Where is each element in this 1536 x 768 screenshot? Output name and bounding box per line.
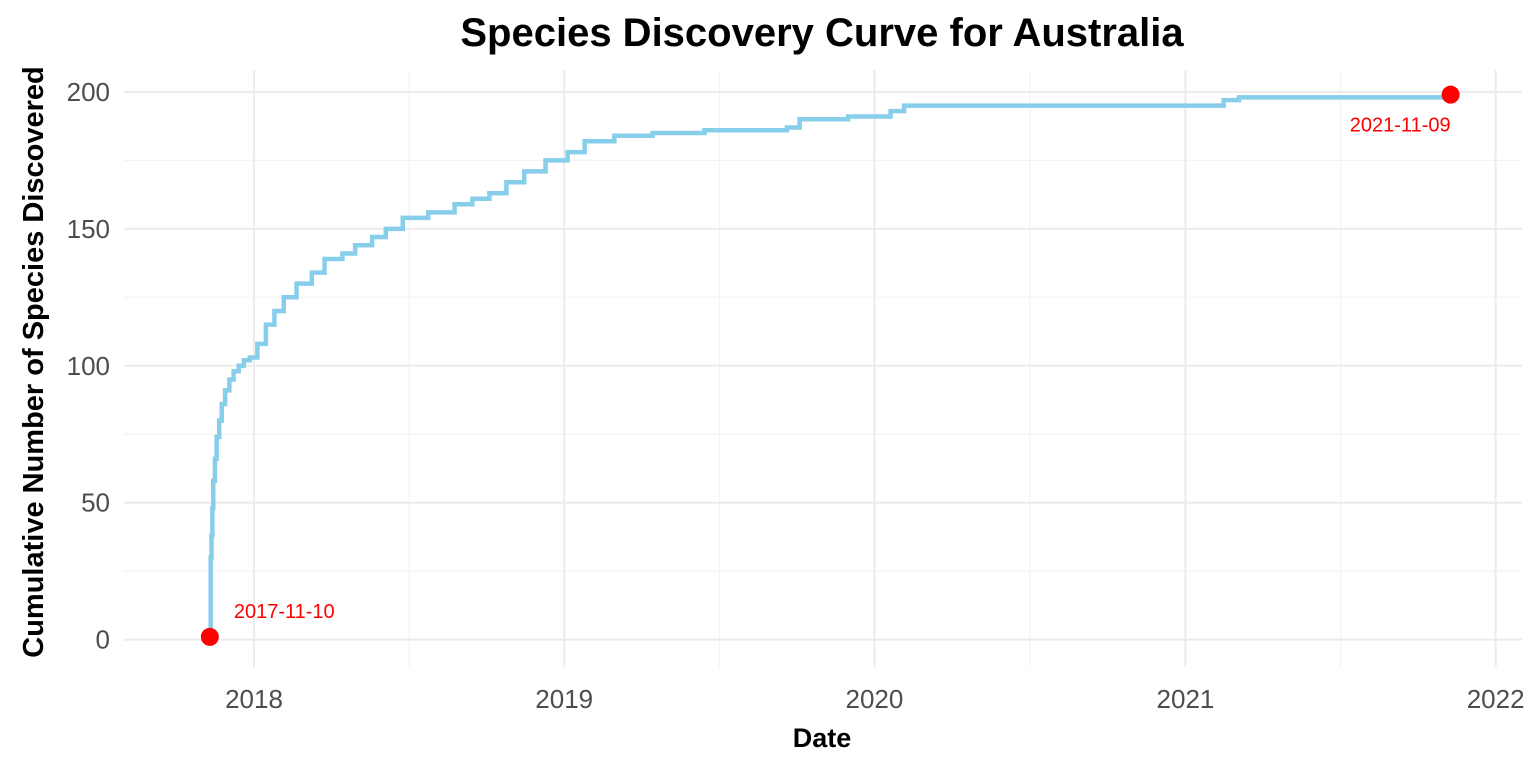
x-axis-tick-labels: 2018 2019 2020 2021 2022: [225, 684, 1524, 714]
x-tick-label: 2019: [535, 684, 593, 714]
chart-title: Species Discovery Curve for Australia: [460, 11, 1184, 55]
grid-minor: [124, 70, 1522, 667]
y-tick-label: 100: [67, 351, 110, 381]
grid-major: [124, 70, 1522, 667]
x-tick-label: 2022: [1467, 684, 1525, 714]
y-tick-label: 0: [96, 625, 110, 655]
end-point-marker: [1441, 85, 1460, 104]
x-tick-label: 2020: [845, 684, 903, 714]
x-tick-label: 2018: [225, 684, 283, 714]
start-date-annotation: 2017-11-10: [234, 601, 335, 623]
y-axis-title: Cumulative Number of Species Discovered: [18, 66, 50, 657]
marker-layer: 2017-11-10 2021-11-09: [200, 85, 1460, 646]
x-axis-title: Date: [793, 723, 852, 753]
y-tick-label: 150: [67, 214, 110, 244]
end-date-annotation: 2021-11-09: [1350, 115, 1451, 137]
x-tick-label: 2021: [1157, 684, 1215, 714]
discovery-curve-line: [208, 94, 1453, 640]
start-point-marker: [200, 627, 219, 646]
y-tick-label: 50: [81, 488, 110, 518]
y-axis-tick-labels: 0 50 100 150 200: [67, 77, 110, 655]
y-tick-label: 200: [67, 77, 110, 107]
curve-layer: [208, 94, 1453, 640]
